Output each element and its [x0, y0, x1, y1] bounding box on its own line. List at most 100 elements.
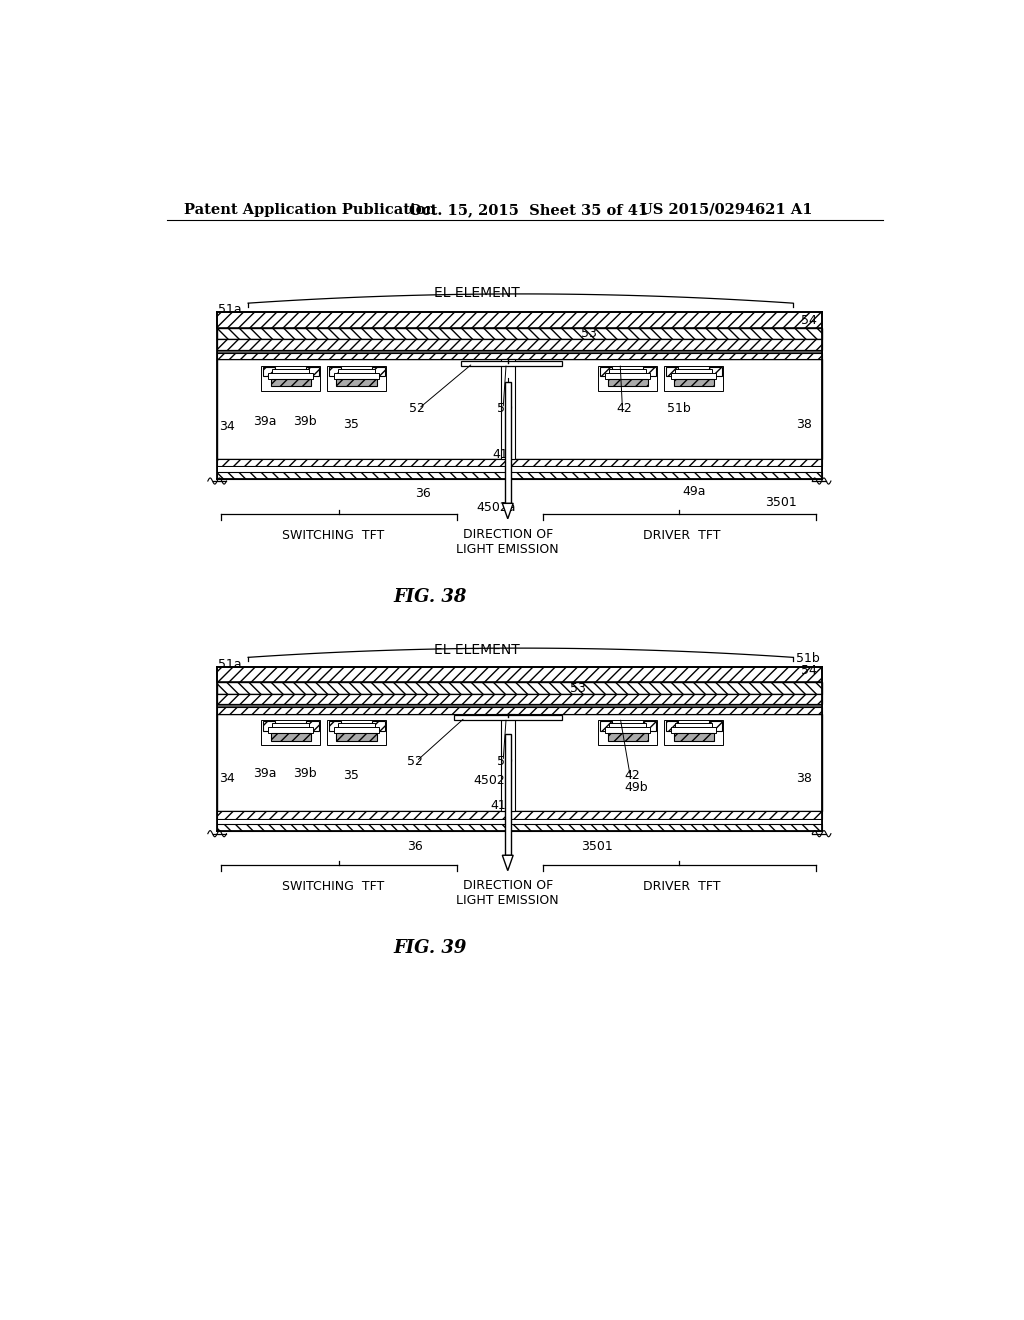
Bar [643, 721, 655, 730]
Text: 39b: 39b [293, 767, 316, 780]
Text: EL ELEMENT: EL ELEMENT [434, 286, 519, 300]
Text: 36: 36 [407, 840, 423, 853]
Text: SWITCHING  TFT: SWITCHING TFT [283, 880, 384, 894]
Text: 35: 35 [343, 418, 359, 432]
Text: 51b: 51b [796, 652, 820, 665]
Bar [675, 723, 713, 729]
Text: US 2015/0294621 A1: US 2015/0294621 A1 [640, 203, 812, 216]
Bar [372, 367, 385, 376]
Bar [217, 471, 821, 479]
Text: 42: 42 [616, 403, 632, 416]
Bar [217, 682, 821, 693]
Text: SWITCHING  TFT: SWITCHING TFT [283, 529, 384, 543]
Bar [272, 723, 309, 729]
Bar [666, 367, 678, 376]
Text: 4502a: 4502a [477, 500, 516, 513]
Polygon shape [503, 503, 513, 519]
Text: FIG. 39: FIG. 39 [393, 939, 467, 957]
Bar [328, 719, 386, 744]
Bar [270, 379, 311, 387]
Bar [263, 367, 275, 376]
Text: 4502b: 4502b [473, 774, 512, 787]
Bar [372, 721, 385, 730]
Text: Patent Application Publication: Patent Application Publication [183, 203, 436, 216]
Text: 52: 52 [407, 755, 423, 768]
Bar [505, 734, 511, 855]
Text: 3501: 3501 [582, 840, 613, 853]
Bar [217, 825, 821, 832]
Text: 38: 38 [796, 417, 812, 430]
Bar [461, 360, 562, 366]
Bar [501, 714, 515, 812]
Text: 49b: 49b [624, 781, 647, 795]
Text: Oct. 15, 2015  Sheet 35 of 41: Oct. 15, 2015 Sheet 35 of 41 [409, 203, 647, 216]
Bar [217, 714, 821, 812]
Bar [270, 733, 311, 741]
Bar [505, 381, 511, 503]
Bar [217, 313, 821, 327]
Text: 51a: 51a [218, 302, 242, 315]
Text: 38: 38 [796, 772, 812, 785]
Bar [334, 727, 379, 733]
Bar [665, 366, 723, 391]
Text: 39b: 39b [293, 416, 316, 428]
Bar [672, 374, 716, 379]
Text: DRIVER  TFT: DRIVER TFT [643, 529, 721, 543]
Bar [672, 727, 716, 733]
Bar [665, 719, 723, 744]
Bar [306, 721, 318, 730]
Bar [609, 723, 646, 729]
Bar [607, 733, 648, 741]
Bar [710, 367, 722, 376]
Bar [329, 367, 341, 376]
Bar [217, 812, 821, 818]
Bar [501, 359, 515, 459]
Text: 53: 53 [569, 681, 586, 694]
Bar [217, 359, 821, 459]
Bar [217, 339, 821, 350]
Bar [334, 374, 379, 379]
Bar [217, 818, 821, 825]
Bar [710, 721, 722, 730]
Bar [217, 459, 821, 466]
Bar [306, 367, 318, 376]
Bar [217, 693, 821, 705]
Bar [263, 721, 275, 730]
Text: 54: 54 [801, 664, 816, 677]
Bar [261, 366, 321, 391]
Text: 42: 42 [624, 770, 640, 783]
Text: 50: 50 [497, 755, 513, 768]
Bar [674, 733, 714, 741]
Bar [217, 705, 821, 708]
Bar [329, 721, 341, 730]
Bar [600, 721, 612, 730]
Bar [217, 466, 821, 471]
Bar [454, 715, 562, 719]
Bar [337, 379, 377, 387]
Text: 50: 50 [497, 403, 513, 416]
Text: 49a: 49a [682, 484, 706, 498]
Text: 39a: 39a [254, 416, 278, 428]
Bar [217, 350, 821, 354]
Bar [675, 368, 713, 375]
Bar [605, 727, 650, 733]
Text: 51a: 51a [218, 657, 242, 671]
Text: 41: 41 [493, 449, 508, 462]
Bar [217, 708, 821, 714]
Text: 52: 52 [410, 403, 425, 416]
Bar [666, 721, 678, 730]
Bar [609, 368, 646, 375]
Bar [217, 667, 821, 682]
Bar [268, 374, 313, 379]
Text: DIRECTION OF
LIGHT EMISSION: DIRECTION OF LIGHT EMISSION [457, 528, 559, 556]
Bar [607, 379, 648, 387]
Text: 54: 54 [801, 314, 816, 326]
Bar [600, 367, 612, 376]
Text: 53: 53 [582, 327, 597, 341]
Bar [674, 379, 714, 387]
Bar [605, 374, 650, 379]
Bar [268, 727, 313, 733]
Text: FIG. 38: FIG. 38 [393, 589, 467, 606]
Bar [598, 366, 657, 391]
Bar [338, 723, 375, 729]
